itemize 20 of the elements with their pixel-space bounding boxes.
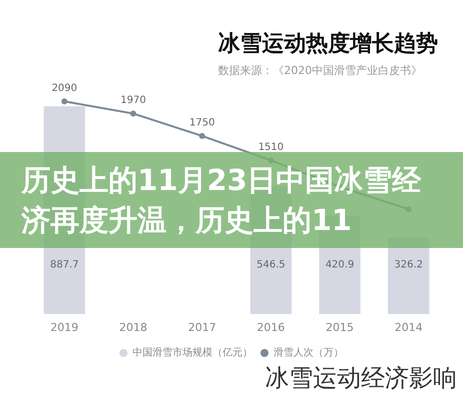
data-label: 546.5 <box>256 260 286 270</box>
data-label: 887.7 <box>50 260 79 270</box>
x-tick-label: 2015 <box>326 321 354 334</box>
legend-label: 中国滑雪市场规模（亿元） <box>132 346 252 358</box>
data-label: 420.9 <box>325 260 354 270</box>
annotation: 历史上的11月23日中国冰雪经济再度升温，历史上的11 <box>20 163 422 237</box>
data-label: 1750 <box>189 117 215 128</box>
data-label: 2090 <box>52 82 78 94</box>
text: 冰雪运动经济影响 <box>265 364 457 392</box>
x-tick-label: 2014 <box>394 321 423 334</box>
x-tick-label: 2017 <box>188 321 216 334</box>
x-tick-label: 2016 <box>256 321 285 334</box>
x-tick-label: 2018 <box>119 321 148 334</box>
data-label: 1970 <box>120 95 146 106</box>
chart-subtitle: 数据来源：《2020中国滑雪产业白皮书》 <box>218 64 422 77</box>
data-label: 326.2 <box>394 260 423 270</box>
data-label: 1510 <box>258 142 284 153</box>
chart-title: 冰雪运动热度增长趋势 <box>218 30 438 56</box>
legend-label: 滑雪人次（万） <box>274 346 344 358</box>
x-tick-label: 2019 <box>50 321 78 334</box>
